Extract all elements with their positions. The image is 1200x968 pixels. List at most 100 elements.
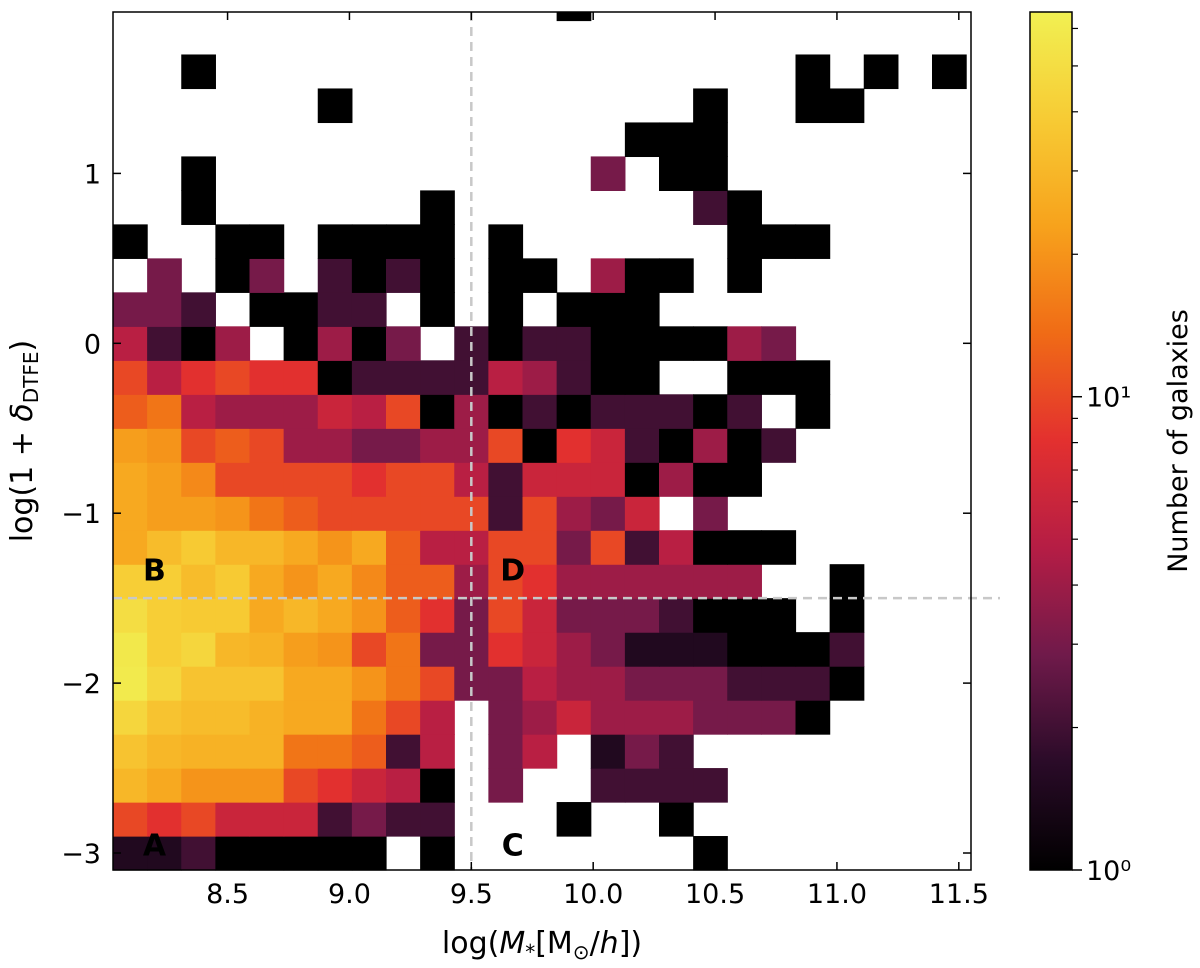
heatmap-cell <box>147 360 182 395</box>
heatmap-cell <box>181 530 216 565</box>
heatmap-cell <box>522 564 558 599</box>
heatmap-cell <box>249 462 285 497</box>
colorbar-tick-label: 10¹ <box>1086 383 1131 414</box>
heatmap-cell <box>215 836 251 871</box>
heatmap-cell <box>590 292 626 327</box>
heatmap-cell <box>659 428 694 463</box>
heatmap-cell <box>488 530 524 565</box>
heatmap-cell <box>147 768 182 803</box>
heatmap-cell <box>147 394 182 429</box>
heatmap-cell <box>488 734 524 769</box>
heatmap-cell <box>386 326 421 361</box>
heatmap-cell <box>317 768 353 803</box>
heatmap-cell <box>113 428 148 463</box>
heatmap-cell <box>727 428 762 463</box>
heatmap-cell <box>283 768 319 803</box>
heatmap-cell <box>624 768 660 803</box>
heatmap-cell <box>761 632 797 667</box>
heatmap-cell <box>659 326 694 361</box>
heatmap-cell <box>113 224 148 259</box>
heatmap-cell <box>181 836 216 871</box>
heatmap-cell <box>420 836 455 871</box>
x-tick-label: 9.5 <box>450 879 493 910</box>
heatmap-cell <box>386 700 421 735</box>
x-tick-label: 11.0 <box>807 879 867 910</box>
y-tick-label: 1 <box>84 159 101 190</box>
heatmap-cell <box>761 326 797 361</box>
heatmap-cell <box>420 190 455 225</box>
heatmap-cell <box>317 530 353 565</box>
heatmap-cell <box>283 292 319 327</box>
heatmap-cell <box>488 632 524 667</box>
heatmap-cell <box>249 836 285 871</box>
heatmap-cell <box>147 462 182 497</box>
heatmap-cell <box>863 54 899 90</box>
heatmap-cell <box>659 462 694 497</box>
heatmap-cell <box>727 598 762 633</box>
heatmap-cell <box>556 462 592 497</box>
heatmap-cell <box>590 428 626 463</box>
heatmap-cell <box>113 292 148 327</box>
y-tick-label: 0 <box>84 329 101 360</box>
heatmap-cell <box>693 666 728 701</box>
heatmap-cell <box>420 768 455 803</box>
heatmap-cell <box>283 632 319 667</box>
heatmap-cell <box>420 496 455 531</box>
heatmap-cell <box>386 428 421 463</box>
heatmap-cell <box>249 292 285 327</box>
heatmap-cell <box>693 496 728 531</box>
heatmap-cell <box>317 564 353 599</box>
heatmap-cell <box>283 734 319 769</box>
heatmap-cell <box>590 666 626 701</box>
heatmap-cell <box>249 428 285 463</box>
heatmap-cell <box>181 802 216 837</box>
heatmap-cell <box>556 632 592 667</box>
heatmap-cell <box>351 598 387 633</box>
heatmap-cell <box>488 700 524 735</box>
heatmap-cell <box>624 700 660 735</box>
heatmap-cell <box>386 632 421 667</box>
heatmap-cell <box>283 700 319 735</box>
heatmap-cell <box>420 258 455 293</box>
heatmap-cell <box>693 190 728 225</box>
heatmap-cell <box>556 394 592 429</box>
heatmap-cell <box>488 496 524 531</box>
heatmap-cell <box>249 394 285 429</box>
heatmap-cell <box>488 564 524 599</box>
heatmap-cell <box>181 54 216 90</box>
region-label-c: C <box>502 829 524 864</box>
heatmap-cell <box>215 394 251 429</box>
heatmap-cell <box>283 394 319 429</box>
heatmap-cell <box>795 88 831 124</box>
heatmap-cell <box>624 496 660 531</box>
heatmap-cell <box>727 462 762 497</box>
heatmap-cell <box>761 598 797 633</box>
heatmap-cell <box>932 54 967 90</box>
heatmap-cell <box>624 292 660 327</box>
x-tick-label: 11.5 <box>929 879 989 910</box>
heatmap-cell <box>147 700 182 735</box>
heatmap-cell <box>522 598 558 633</box>
heatmap-cell <box>249 224 285 259</box>
heatmap-cell <box>488 598 524 633</box>
heatmap-cell <box>761 530 797 565</box>
heatmap-cell <box>215 326 251 361</box>
heatmap-cell <box>351 496 387 531</box>
heatmap-cell <box>488 462 524 497</box>
region-labels: A B C D <box>143 553 525 863</box>
heatmap-cell <box>624 122 660 158</box>
heatmap-cell <box>386 462 421 497</box>
heatmap-cell <box>556 496 592 531</box>
y-axis-ticks: 1 0 −1 −2 −3 <box>61 159 971 870</box>
heatmap-cell <box>727 530 762 565</box>
heatmap-cell <box>624 360 660 395</box>
heatmap-cell <box>522 462 558 497</box>
heatmap-cell <box>215 530 251 565</box>
heatmap-cell <box>488 394 524 429</box>
heatmap-cell <box>590 598 626 633</box>
heatmap-cell <box>283 462 319 497</box>
heatmap-cell <box>693 428 728 463</box>
heatmap-cell <box>249 802 285 837</box>
heatmap-cell <box>420 394 455 429</box>
heatmap-cell <box>590 462 626 497</box>
